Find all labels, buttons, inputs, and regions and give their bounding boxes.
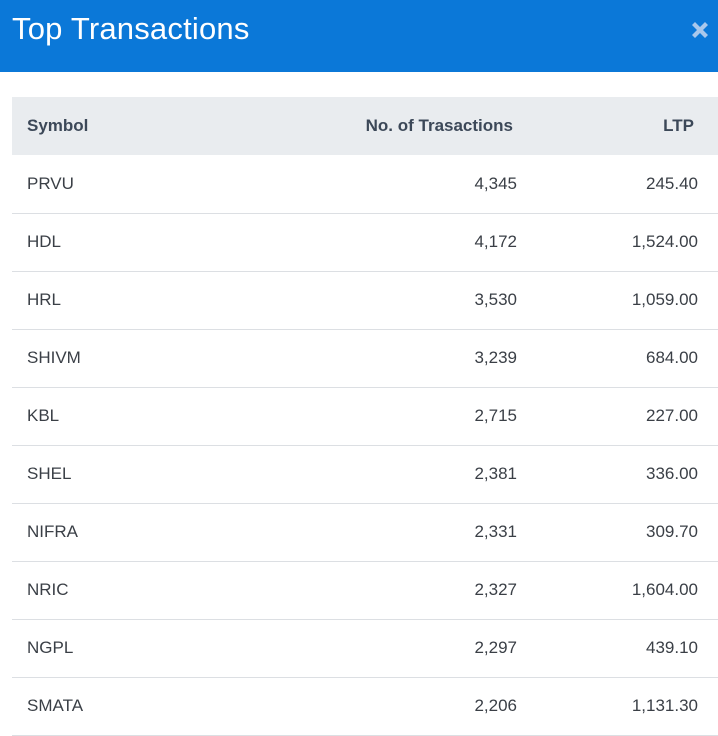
- cell-transactions: 2,327: [474, 580, 517, 599]
- cell-ltp: 227.00: [646, 406, 698, 425]
- table-row[interactable]: SMATA 2,206 1,131.30: [12, 677, 718, 735]
- table-row[interactable]: SHEL 2,381 336.00: [12, 445, 718, 503]
- table-row[interactable]: PRVU 4,345 245.40: [12, 155, 718, 213]
- cell-symbol: SHEL: [27, 464, 72, 483]
- cell-ltp: 1,524.00: [631, 232, 698, 251]
- cell-symbol: NGPL: [27, 638, 74, 657]
- cell-symbol: PRVU: [27, 173, 74, 193]
- column-header-transactions[interactable]: No. of Trasactions: [365, 116, 513, 135]
- cell-ltp: 309.70: [646, 522, 698, 541]
- column-header-symbol[interactable]: Symbol: [27, 116, 89, 135]
- table-row[interactable]: NIFRA 2,331 309.70: [12, 503, 718, 561]
- table-header-row: Symbol No. of Trasactions LTP: [12, 97, 718, 155]
- transactions-table-container: Symbol No. of Trasactions LTP PRVU 4,345 2…: [12, 97, 718, 736]
- close-icon: [692, 22, 708, 38]
- cell-transactions: 2,381: [474, 464, 517, 483]
- table-row[interactable]: KBL 2,715 227.00: [12, 387, 718, 445]
- cell-transactions: 4,172: [474, 232, 517, 251]
- cell-ltp: 439.10: [646, 638, 698, 657]
- table-row[interactable]: SHIVM 3,239 684.00: [12, 329, 718, 387]
- cell-ltp: 1,131.30: [631, 696, 698, 715]
- cell-transactions: 2,331: [474, 522, 517, 541]
- cell-ltp: 336.00: [646, 464, 698, 483]
- cell-transactions: 2,206: [474, 696, 517, 715]
- cell-transactions: 3,239: [474, 348, 517, 367]
- modal-header: Top Transactions: [0, 0, 718, 72]
- cell-ltp: 245.40: [646, 173, 698, 193]
- table-row[interactable]: NGPL 2,297 439.10: [12, 619, 718, 677]
- table-row[interactable]: HRL 3,530 1,059.00: [12, 271, 718, 329]
- cell-ltp: 684.00: [646, 348, 698, 367]
- cell-transactions: 2,297: [474, 638, 517, 657]
- column-header-ltp[interactable]: LTP: [663, 116, 694, 135]
- table-row[interactable]: HDL 4,172 1,524.00: [12, 213, 718, 271]
- cell-transactions: 4,345: [474, 173, 517, 193]
- cell-ltp: 1,059.00: [631, 290, 698, 309]
- cell-symbol: NRIC: [27, 580, 69, 599]
- table-body: PRVU 4,345 245.40 HDL 4,172 1,524.00 HRL 3,530 1…: [12, 155, 718, 735]
- modal-title: Top Transactions: [12, 11, 250, 46]
- transactions-table: Symbol No. of Trasactions LTP PRVU 4,345 2…: [12, 97, 718, 736]
- table-row[interactable]: NRIC 2,327 1,604.00: [12, 561, 718, 619]
- cell-ltp: 1,604.00: [631, 580, 698, 599]
- close-button[interactable]: [686, 16, 714, 44]
- cell-transactions: 2,715: [474, 406, 517, 425]
- cell-transactions: 3,530: [474, 290, 517, 309]
- cell-symbol: HDL: [27, 232, 62, 251]
- cell-symbol: SMATA: [27, 696, 84, 715]
- cell-symbol: SHIVM: [27, 348, 81, 367]
- cell-symbol: NIFRA: [27, 522, 78, 541]
- cell-symbol: KBL: [27, 406, 60, 425]
- cell-symbol: HRL: [27, 290, 62, 309]
